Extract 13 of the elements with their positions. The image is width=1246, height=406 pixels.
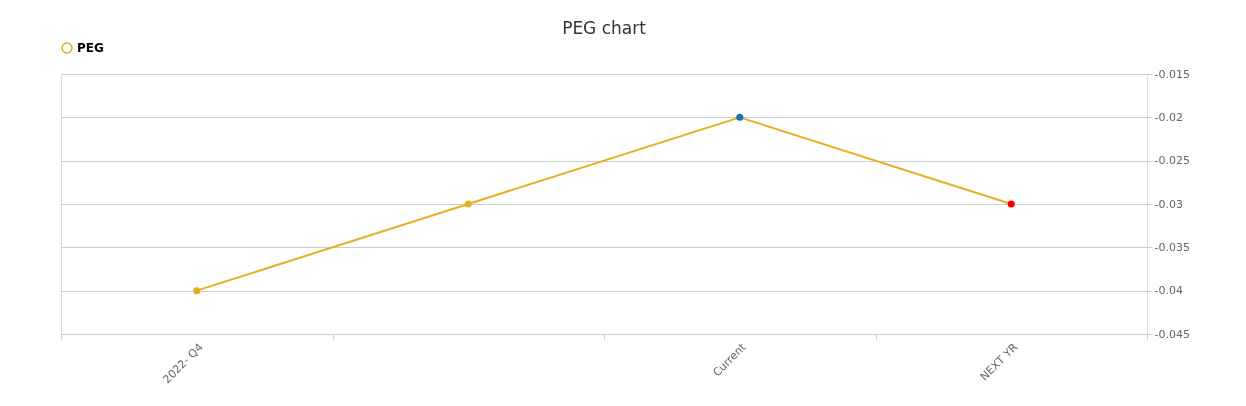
y-tick-label: -0.035 [1154, 240, 1190, 254]
point [1007, 200, 1015, 208]
point [736, 113, 744, 121]
y-tick-label: -0.025 [1154, 154, 1190, 168]
legend-label: PEG [77, 41, 104, 55]
chart-title: PEG chart [562, 18, 647, 38]
y-tick-label: -0.04 [1154, 284, 1183, 298]
y-tick-label: -0.03 [1154, 197, 1183, 211]
point [464, 200, 472, 208]
y-tick-label: -0.045 [1154, 327, 1190, 341]
y-tick-label: -0.02 [1154, 110, 1183, 124]
y-tick-label: -0.015 [1154, 67, 1190, 81]
point [193, 287, 201, 295]
